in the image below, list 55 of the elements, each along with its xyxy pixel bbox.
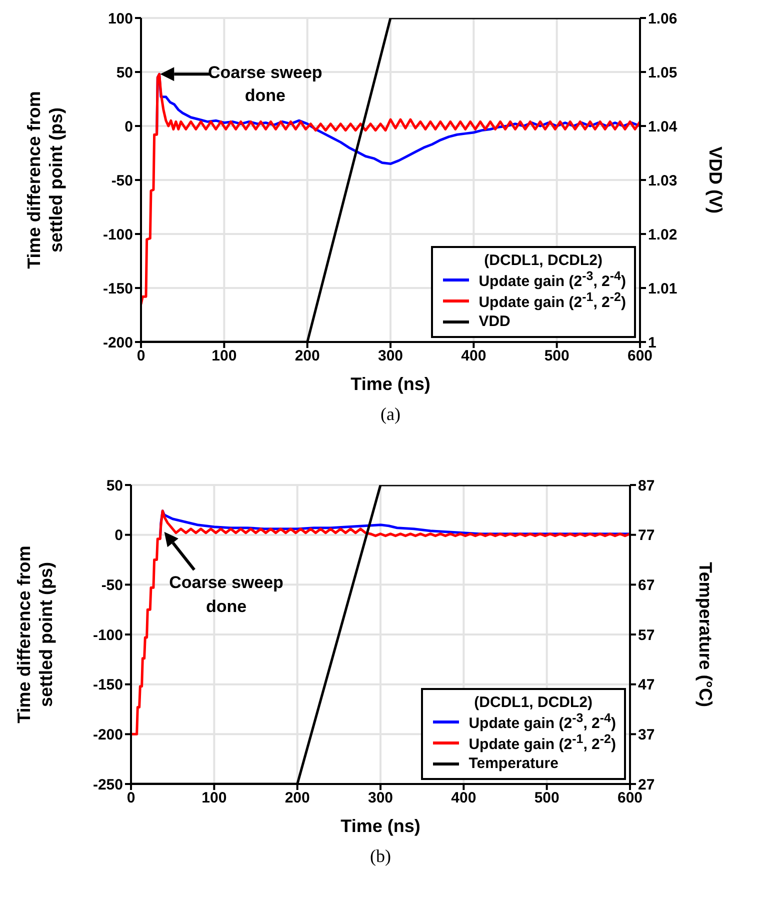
y2-tick-label: 1.01	[648, 280, 678, 298]
x-tick-label: 100	[212, 348, 237, 365]
y-tick-label: 0	[124, 118, 133, 136]
y2-tick-label: 87	[638, 477, 655, 494]
y-tick-label: 100	[108, 10, 133, 28]
x-tick-label: 400	[461, 348, 486, 365]
text: (a)	[380, 404, 402, 425]
y2-tick-label: 77	[638, 527, 655, 544]
text: (b)	[369, 846, 392, 867]
y-tick-label: 50	[116, 64, 133, 82]
x-tick-label: 0	[136, 348, 146, 365]
x-axis-title: Time (ns)	[340, 816, 420, 836]
y2-tick-label: 1.02	[648, 226, 678, 244]
annotation: Coarse sweep done	[208, 63, 322, 106]
y2-tick-label: 1.05	[648, 64, 678, 82]
y-tick-label: -100	[102, 226, 133, 244]
y-tick-label: -100	[92, 626, 123, 644]
legend-label: Temperature	[468, 755, 558, 772]
y-tick-label: -200	[102, 334, 133, 352]
legend-title: (DCDL1, DCDL2)	[483, 252, 604, 269]
y-tick-label: -150	[102, 280, 133, 298]
x-tick-label: 500	[534, 790, 560, 807]
x-tick-label: 300	[368, 790, 394, 807]
y-tick-label: -200	[92, 726, 123, 744]
y-tick-label: -250	[92, 776, 123, 794]
x-tick-label: 200	[294, 348, 320, 365]
y-tick-label: -50	[111, 172, 133, 190]
legend-label: Update gain (2$^{-3}$, 2$^{-4}$)	[478, 269, 626, 290]
y2-tick-label: 47	[638, 676, 655, 694]
y2-axis-title: VDD (V)	[706, 146, 726, 214]
x-tick-label: 300	[378, 348, 404, 365]
x-tick-label: 100	[202, 790, 227, 807]
x-tick-label: 400	[451, 790, 476, 807]
y2-tick-label: 57	[638, 626, 655, 644]
y-tick-label: -150	[92, 676, 123, 694]
legend-title: (DCDL1, DCDL2)	[473, 694, 594, 711]
y-tick-label: 50	[106, 477, 123, 494]
y2-tick-label: 67	[638, 576, 655, 594]
legend-label: Update gain (2$^{-1}$, 2$^{-2}$)	[468, 732, 616, 753]
y2-tick-label: 1.03	[648, 172, 678, 190]
y-tick-label: 0	[114, 527, 123, 544]
legend-label: VDD	[478, 313, 510, 330]
y-tick-label: -50	[101, 576, 123, 594]
y2-axis-title: Temperature (°C)	[696, 562, 716, 707]
annotation: Coarse sweep done	[169, 572, 284, 616]
x-axis-title: Time (ns)	[350, 374, 430, 394]
x-tick-label: 500	[544, 348, 570, 365]
y2-tick-label: 1.04	[648, 118, 678, 136]
y-axis-title: Time difference from settled point (ps)	[24, 91, 66, 269]
y-axis-title: Time difference from settled point (ps)	[14, 546, 56, 724]
legend-label: Update gain (2$^{-3}$, 2$^{-4}$)	[468, 711, 616, 732]
legend-label: Update gain (2$^{-1}$, 2$^{-2}$)	[478, 290, 626, 311]
x-tick-label: 200	[284, 790, 310, 807]
y2-tick-label: 1.06	[648, 10, 678, 28]
y2-tick-label: 37	[638, 726, 655, 744]
